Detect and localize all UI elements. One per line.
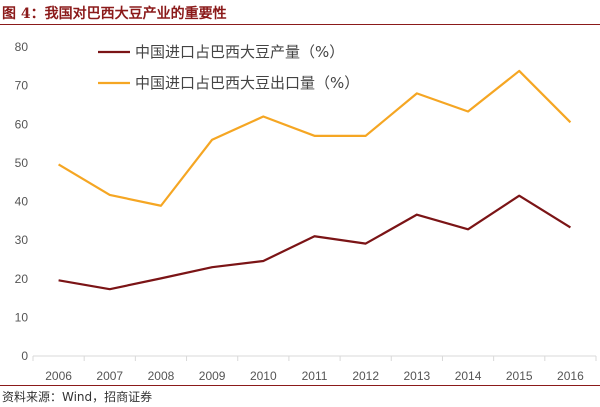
x-tick-label: 2015	[506, 369, 533, 383]
series-line-1	[58, 194, 571, 291]
y-tick-label: 0	[21, 349, 28, 363]
x-tick-label: 2014	[455, 369, 482, 383]
y-tick-label: 70	[15, 79, 29, 93]
x-tick-label: 2006	[45, 369, 72, 383]
x-tick-label: 2013	[404, 369, 431, 383]
x-tick-label: 2010	[250, 369, 277, 383]
legend-label-2: 中国进口占巴西大豆出口量（%）	[135, 74, 359, 92]
y-tick-label: 60	[15, 117, 29, 131]
x-tick-label: 2011	[302, 369, 328, 383]
legend-label-1: 中国进口占巴西大豆产量（%）	[135, 43, 344, 61]
x-tick-label: 2009	[199, 369, 226, 383]
source-divider	[0, 385, 600, 386]
y-tick-label: 20	[15, 272, 29, 286]
x-tick-label: 2008	[148, 369, 175, 383]
x-tick-label: 2016	[557, 369, 584, 383]
source-note: 资料来源：Wind，招商证券	[2, 390, 153, 404]
chart-title: 图 4：我国对巴西大豆产业的重要性	[2, 6, 227, 22]
title-divider	[0, 24, 600, 25]
x-tick-label: 2012	[352, 369, 379, 383]
x-tick-label: 2007	[96, 369, 123, 383]
y-tick-label: 50	[15, 156, 29, 170]
y-tick-label: 10	[15, 310, 29, 324]
y-tick-label: 40	[15, 195, 29, 209]
y-tick-label: 30	[15, 233, 29, 247]
y-tick-label: 80	[15, 40, 29, 54]
